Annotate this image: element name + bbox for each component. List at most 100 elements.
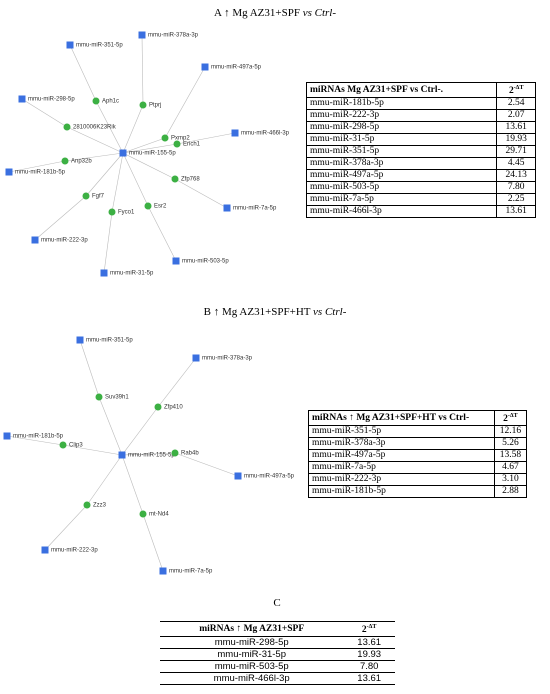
mirna-node <box>234 472 242 480</box>
edge <box>157 357 197 408</box>
mirna-node <box>201 63 209 71</box>
table-row: mmu-miR-497a-5p 24.13 <box>305 169 536 183</box>
gene-node <box>173 140 181 148</box>
edge <box>6 435 64 446</box>
mirna-node <box>223 204 231 212</box>
edge <box>86 454 123 506</box>
mirna-node <box>3 432 11 440</box>
header-cell: miRNAs Mg AZ31+SPF vs Ctrl-. <box>305 81 498 99</box>
value-cell: 13.61 <box>343 636 395 650</box>
node-label: mmu-miR-155-5p <box>129 151 176 157</box>
mirna-node <box>76 336 84 344</box>
table-row: mmu-miR-222-3p 2.07 <box>305 109 536 123</box>
table-row: mmu-miR-181b-5p 2.88 <box>308 485 528 499</box>
edge <box>147 205 177 262</box>
edge <box>98 396 123 456</box>
table-row: mmu-miR-378a-3p 5.26 <box>308 437 528 451</box>
mirna-node <box>118 451 126 459</box>
gene-node <box>82 192 90 200</box>
mirna-cell: mmu-miR-497a-5p <box>305 169 498 183</box>
value-cell: 4.67 <box>493 461 528 475</box>
gene-node <box>171 449 179 457</box>
node-label: Esr2 <box>154 204 167 210</box>
panel-title: B ↑ Mg AZ31+SPF+HT vs Ctrl- <box>204 306 347 318</box>
edge <box>85 152 124 197</box>
mirna-node <box>192 354 200 362</box>
table-row: miRNAs ↑ Mg AZ31+SPF 2-ΔT <box>160 621 395 638</box>
table-row: mmu-miR-7a-5p 2.25 <box>305 193 536 207</box>
header-base: 2 <box>361 625 367 636</box>
value-cell: 7.80 <box>343 660 395 674</box>
gene-node <box>83 501 91 509</box>
node-label: Fyco1 <box>118 210 135 216</box>
table-row: mmu-miR-351-5p 12.16 <box>308 425 528 439</box>
node-label: mmu-miR-503-5p <box>182 259 229 265</box>
mirna-cell: mmu-miR-351-5p <box>305 145 498 159</box>
mirna-cell: mmu-miR-222-3p <box>305 109 498 123</box>
node-label: mmu-miR-181b-5p <box>13 434 64 440</box>
node-label: mmu-miR-351-5p <box>86 338 133 344</box>
edge <box>44 504 88 551</box>
edge <box>103 211 113 274</box>
value-cell: 13.61 <box>496 205 536 219</box>
network: mmu-miR-378a-3p mmu-miR-351-5p mmu-miR-497… <box>5 31 290 277</box>
edge <box>122 137 166 154</box>
mirna-cell: mmu-miR-298-5p <box>160 636 344 650</box>
node-label: Rab4b <box>181 451 199 457</box>
gene-node <box>61 157 69 165</box>
mirna-node <box>172 257 180 265</box>
value-cell: 7.80 <box>496 181 536 195</box>
gene-node <box>63 123 71 131</box>
title-italic: vs Ctrl- <box>303 7 337 19</box>
edge <box>121 452 176 456</box>
node-label: Anp32b <box>71 159 92 165</box>
node-label: mmu-miR-351-5p <box>76 43 123 49</box>
node-label: mt-Nd4 <box>149 512 169 518</box>
table-row: mmu-miR-351-5p 29.71 <box>305 145 536 159</box>
header-cell: miRNAs ↑ Mg AZ31+SPF+HT vs Ctrl- <box>308 409 495 427</box>
value-cell: 2.54 <box>496 97 536 111</box>
table-row: mmu-miR-466l-3p 13.61 <box>160 672 395 686</box>
node-label: mmu-miR-378a-3p <box>202 356 253 362</box>
mirna-cell: mmu-miR-298-5p <box>305 121 498 135</box>
header-base: 2 <box>508 86 514 97</box>
data-table: miRNAs ↑ Mg AZ31+SPF 2-ΔT mmu-miR-298-5p 13… <box>160 621 395 686</box>
mirna-cell: mmu-miR-7a-5p <box>305 193 498 207</box>
mirna-cell: mmu-miR-503-5p <box>305 181 498 195</box>
header-sup: -ΔT <box>513 85 524 91</box>
node-label: mmu-miR-378a-3p <box>148 33 199 39</box>
table-row: mmu-miR-298-5p 13.61 <box>305 121 536 135</box>
table-row: mmu-miR-7a-5p 4.67 <box>308 461 528 475</box>
node-label: Aph1c <box>102 99 119 105</box>
table-row: miRNAs ↑ Mg AZ31+SPF+HT vs Ctrl- 2-ΔT <box>308 409 528 427</box>
value-cell: 29.71 <box>496 145 536 159</box>
gene-node <box>154 403 162 411</box>
mirna-node <box>231 129 239 137</box>
node-label: mmu-miR-7a-5p <box>233 206 277 212</box>
edge <box>121 454 144 515</box>
edge <box>122 104 144 154</box>
edge <box>8 160 66 173</box>
gene-node <box>59 441 67 449</box>
table-row: mmu-miR-503-5p 7.80 <box>160 660 395 674</box>
header-sup: -ΔT <box>366 624 377 630</box>
edge <box>95 100 124 154</box>
mirna-cell: mmu-miR-31-5p <box>160 648 344 662</box>
edge <box>122 143 178 154</box>
node-label: mmu-miR-497a-5p <box>211 65 262 71</box>
node-label: mmu-miR-466l-3p <box>241 131 290 137</box>
node-label: Clip3 <box>69 443 83 449</box>
title-text: ↑ Mg AZ31+SPF+HT <box>214 306 311 318</box>
mirna-cell: mmu-miR-466l-3p <box>160 672 344 686</box>
gene-node <box>108 208 116 216</box>
value-cell: 2.25 <box>496 193 536 207</box>
edge <box>79 339 100 398</box>
data-table: miRNAs Mg AZ31+SPF vs Ctrl-. 2-ΔT mmu-miR-… <box>305 81 536 219</box>
value-cell: 5.26 <box>493 437 528 451</box>
edge <box>122 152 149 207</box>
value-cell: 24.13 <box>496 169 536 183</box>
node-label: Zzz3 <box>93 503 107 509</box>
node-label: Suv39h1 <box>105 395 129 401</box>
